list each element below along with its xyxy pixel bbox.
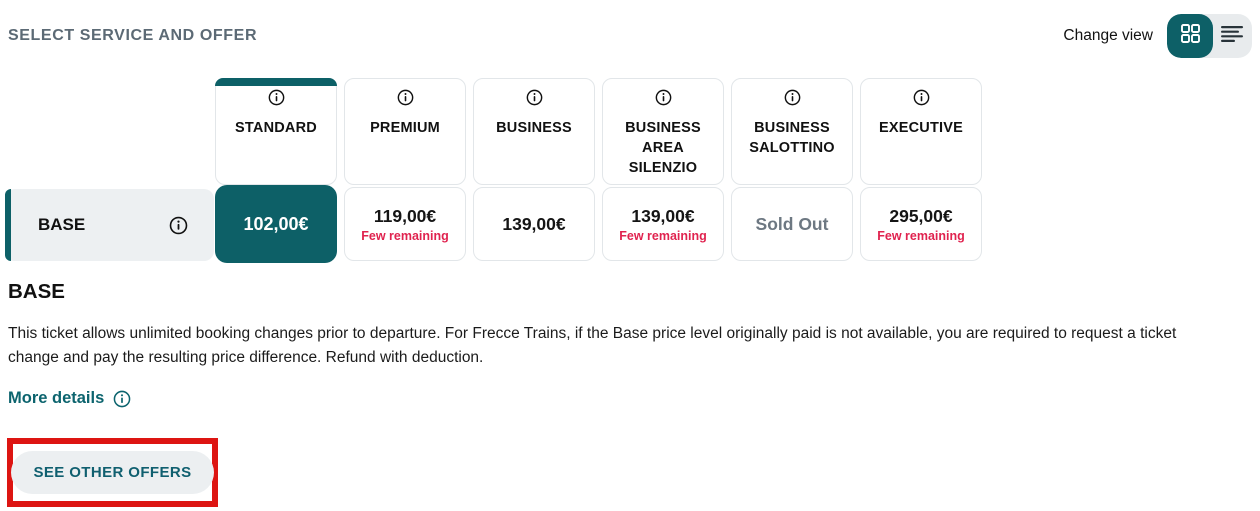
price-value: 119,00€ (373, 205, 437, 226)
view-switch: Change view (1063, 14, 1252, 58)
price-value: 295,00€ (889, 205, 953, 226)
price-row: 102,00€ 119,00€ Few remaining 139,00€ 13… (215, 185, 982, 265)
price-cell-business[interactable]: 139,00€ (473, 187, 595, 261)
service-column-premium[interactable]: PREMIUM (344, 78, 466, 185)
offer-row-base: BASE (5, 189, 214, 261)
price-cell-executive[interactable]: 295,00€ Few remaining (860, 187, 982, 261)
more-details-link[interactable]: More details (8, 389, 131, 408)
price-value: 102,00€ (243, 213, 309, 234)
availability-note: Few remaining (361, 228, 449, 243)
service-column-standard[interactable]: STANDARD (215, 78, 337, 185)
info-icon[interactable] (784, 89, 801, 106)
info-icon[interactable] (397, 89, 414, 106)
price-cell-premium[interactable]: 119,00€ Few remaining (344, 187, 466, 261)
availability-note: Few remaining (877, 228, 965, 243)
info-icon[interactable] (169, 216, 188, 235)
list-view-icon (1221, 25, 1244, 47)
availability-note: Few remaining (619, 228, 707, 243)
info-icon[interactable] (913, 89, 930, 106)
service-column-label: BUSINESS (496, 120, 572, 136)
offer-title: BASE (8, 280, 65, 303)
sold-out-label: Sold Out (755, 213, 829, 234)
see-other-offers-button[interactable]: SEE OTHER OFFERS (11, 451, 214, 494)
price-cell-business-area-silenzio[interactable]: 139,00€ Few remaining (602, 187, 724, 261)
price-cell-standard-selected[interactable]: 102,00€ (215, 185, 337, 263)
service-column-business-salottino[interactable]: BUSINESS SALOTTINO (731, 78, 853, 185)
service-column-business-area-silenzio[interactable]: BUSINESS AREA SILENZIO (602, 78, 724, 185)
more-details-label: More details (8, 389, 105, 407)
info-icon[interactable] (268, 89, 285, 106)
info-icon (113, 390, 131, 408)
page-title: SELECT SERVICE AND OFFER (8, 27, 258, 44)
offer-description: This ticket allows unlimited booking cha… (8, 325, 1177, 366)
grid-view-icon (1180, 23, 1201, 49)
service-column-label: BUSINESS AREA SILENZIO (625, 120, 701, 176)
service-column-executive[interactable]: EXECUTIVE (860, 78, 982, 185)
service-column-label: BUSINESS SALOTTINO (749, 120, 835, 156)
service-column-business[interactable]: BUSINESS (473, 78, 595, 185)
service-column-label: STANDARD (235, 120, 317, 136)
view-toggle (1167, 14, 1252, 58)
info-icon[interactable] (526, 89, 543, 106)
offer-row-label: BASE (38, 215, 86, 234)
selected-offer-indicator (5, 189, 11, 261)
price-cell-business-salottino-sold-out: Sold Out (731, 187, 853, 261)
change-view-label: Change view (1063, 27, 1153, 44)
grid-view-button[interactable] (1167, 14, 1213, 58)
service-header-row: STANDARD PREMIUM BUSINESS BUSINESS AREA … (215, 78, 982, 185)
info-icon[interactable] (655, 89, 672, 106)
service-column-label: EXECUTIVE (879, 120, 963, 136)
selected-column-indicator (215, 78, 337, 86)
service-column-label: PREMIUM (370, 120, 440, 136)
price-value: 139,00€ (631, 205, 695, 226)
annotation-highlight: SEE OTHER OFFERS (7, 438, 218, 507)
list-view-button[interactable] (1213, 25, 1252, 47)
toolbar: SELECT SERVICE AND OFFER Change view (8, 12, 1252, 60)
price-value: 139,00€ (502, 213, 566, 234)
